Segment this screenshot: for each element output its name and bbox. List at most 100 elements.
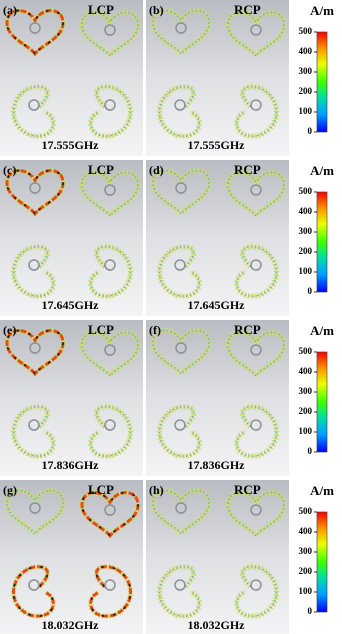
current-arrows	[6, 169, 64, 216]
structure-outline	[150, 8, 212, 59]
frequency-label: 17.645GHz	[188, 298, 246, 312]
colorbar-tick-label: 300	[299, 226, 313, 236]
feed-ring	[175, 502, 187, 514]
structure-outline	[150, 328, 212, 379]
structure-outline	[150, 168, 212, 219]
panel: (d) RCP 17.645GHz	[146, 160, 289, 316]
frequency-label: 17.836GHz	[188, 458, 246, 472]
structure-outline	[225, 330, 287, 381]
panel: (a) LCP 17.555GHz	[0, 0, 143, 156]
colorbar-tick-label: 200	[299, 566, 313, 576]
colorbar-tick-label: 300	[299, 546, 313, 556]
colorbar-tick-label: 100	[299, 266, 313, 276]
colorbar	[316, 31, 328, 133]
panel-background	[146, 480, 289, 634]
feed-ring	[104, 344, 116, 356]
current-trace	[90, 405, 132, 457]
panel: (c) LCP 17.645GHz	[0, 160, 143, 316]
feed-ring	[174, 579, 186, 591]
feed-ring	[250, 99, 262, 111]
feed-ring	[28, 419, 40, 431]
current-trace	[12, 405, 54, 457]
current-trace	[89, 565, 132, 618]
feed-ring	[250, 344, 262, 356]
structure-outline	[225, 170, 287, 221]
colorbar-tick-label: 200	[299, 406, 313, 416]
panel: (f) RCP 17.836GHz	[146, 320, 289, 476]
frequency-label: 17.555GHz	[42, 138, 100, 152]
feed-ring	[250, 504, 262, 516]
feed-ring	[104, 184, 116, 196]
current-trace	[90, 245, 132, 297]
feed-ring	[29, 182, 41, 194]
panel-background	[0, 0, 143, 156]
structure-outline	[4, 488, 66, 539]
current-trace	[12, 245, 54, 297]
feed-ring	[175, 182, 187, 194]
feed-ring	[104, 24, 116, 36]
frequency-label: 17.555GHz	[188, 138, 246, 152]
current-trace	[158, 85, 200, 137]
feed-ring	[174, 99, 186, 111]
feed-ring	[28, 99, 40, 111]
panel-background	[0, 320, 143, 476]
panel: (g) LCP 18.032GHz	[0, 480, 143, 634]
panel-label: (c)	[3, 163, 16, 177]
feed-ring	[104, 419, 116, 431]
frequency-label: 18.032GHz	[188, 618, 246, 632]
structure-outline	[225, 490, 287, 541]
panel-background	[146, 0, 289, 156]
colorbar-tick-label: 0	[308, 286, 313, 296]
current-trace	[158, 245, 200, 297]
polarization-label: RCP	[234, 162, 261, 177]
colorbar-tick-label: 500	[299, 346, 313, 356]
feed-ring	[250, 259, 262, 271]
colorbar-tick-label: 400	[299, 46, 313, 56]
structure-outline	[79, 10, 141, 61]
colorbar-tick-label: 200	[299, 246, 313, 256]
colorbar-tick-label: 0	[308, 126, 313, 136]
colorbar-unit: A/m	[310, 163, 334, 178]
panel-background	[0, 480, 143, 634]
colorbar-tick-label: 400	[299, 206, 313, 216]
structure-outline	[79, 330, 141, 381]
feed-ring	[104, 504, 116, 516]
feed-ring	[104, 259, 116, 271]
structure-outline	[150, 488, 212, 539]
colorbar-tick-label: 500	[299, 186, 313, 196]
feed-ring	[29, 22, 41, 34]
colorbar-unit: A/m	[310, 323, 334, 338]
colorbar	[316, 511, 328, 613]
feed-ring	[29, 502, 41, 514]
panel-label: (b)	[149, 3, 164, 17]
colorbar-tick-label: 0	[308, 446, 313, 456]
feed-ring	[28, 259, 40, 271]
feed-ring	[104, 99, 116, 111]
panel: (e) LCP 17.836GHz	[0, 320, 143, 476]
panel: (h) RCP 18.032GHz	[146, 480, 289, 634]
feed-ring	[175, 22, 187, 34]
structure-outline	[225, 10, 287, 61]
panel-label: (a)	[3, 3, 17, 17]
panel-label: (h)	[149, 483, 164, 497]
feed-ring	[175, 342, 187, 354]
frequency-label: 17.836GHz	[42, 458, 100, 472]
colorbar-unit: A/m	[310, 483, 334, 498]
current-trace	[236, 405, 278, 457]
panel-label: (f)	[149, 323, 161, 337]
feed-ring	[29, 342, 41, 354]
feed-ring	[250, 24, 262, 36]
structure-outline	[79, 170, 141, 221]
panel-background	[0, 160, 143, 316]
colorbar-tick-label: 100	[299, 586, 313, 596]
feed-ring	[250, 579, 262, 591]
colorbar-tick-label: 0	[308, 606, 313, 616]
colorbar-tick-label: 300	[299, 66, 313, 76]
current-trace	[12, 85, 54, 137]
frequency-label: 18.032GHz	[42, 618, 100, 632]
colorbar-tick-label: 400	[299, 366, 313, 376]
feed-ring	[174, 259, 186, 271]
polarization-label: RCP	[234, 2, 261, 17]
panel-background	[146, 160, 289, 316]
